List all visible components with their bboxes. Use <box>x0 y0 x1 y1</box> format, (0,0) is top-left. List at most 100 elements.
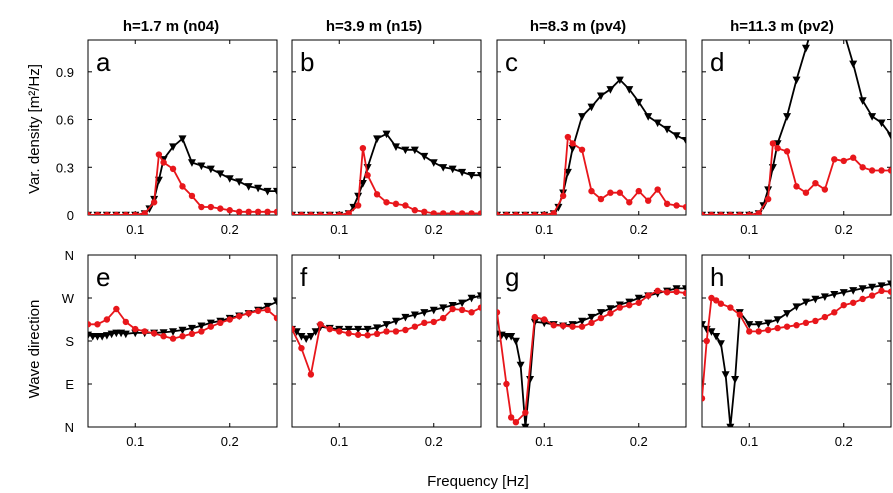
data-point <box>169 143 178 151</box>
data-point <box>616 304 624 311</box>
data-point <box>606 305 615 313</box>
data-point <box>587 103 596 112</box>
data-point <box>345 330 352 337</box>
data-point <box>94 321 101 328</box>
data-point <box>302 335 311 344</box>
panel-letter: d <box>710 47 724 77</box>
data-point <box>682 203 686 211</box>
data-point <box>769 140 777 147</box>
data-point <box>716 340 725 348</box>
data-point <box>634 98 643 107</box>
panel-f: 0.1 0.2 f <box>291 254 482 449</box>
data-point <box>568 144 577 153</box>
data-point <box>877 282 886 290</box>
data-point <box>178 135 187 144</box>
data-point <box>682 290 686 297</box>
data-point <box>94 211 101 215</box>
data-point <box>448 301 457 310</box>
data-point <box>401 313 410 322</box>
data-point <box>783 310 792 318</box>
data-point <box>793 322 800 329</box>
data-point <box>682 137 686 145</box>
data-point <box>746 328 753 335</box>
data-point <box>821 186 829 193</box>
data-point <box>578 323 586 330</box>
data-point <box>645 292 652 299</box>
data-point <box>458 168 467 177</box>
data-point <box>707 328 716 336</box>
data-point <box>458 210 466 215</box>
data-point <box>477 210 481 215</box>
data-point <box>132 211 139 215</box>
y-tick-label: 0 <box>67 208 74 223</box>
data-point <box>801 298 810 307</box>
data-point <box>345 210 352 215</box>
series-line <box>702 141 891 215</box>
data-point <box>840 157 847 165</box>
data-point <box>160 333 167 340</box>
data-point <box>141 328 148 335</box>
data-point <box>122 211 129 215</box>
data-point <box>849 60 858 69</box>
panel-letter: a <box>96 47 111 77</box>
data-point <box>597 314 605 322</box>
axes-frame <box>701 254 892 428</box>
data-point <box>448 165 457 174</box>
data-point <box>721 371 730 379</box>
x-tick-label: 0.2 <box>221 434 239 449</box>
axes-frame <box>291 254 482 428</box>
data-point <box>717 300 725 307</box>
data-point <box>887 288 891 295</box>
data-point <box>449 210 456 215</box>
data-point <box>673 202 680 209</box>
data-point <box>326 211 333 215</box>
data-point <box>236 312 243 320</box>
data-point <box>663 200 671 208</box>
axes-frame <box>87 39 278 216</box>
data-point <box>306 333 315 341</box>
data-point <box>596 309 605 317</box>
data-point <box>169 165 177 173</box>
panel-d: 0.1 0.2 d <box>701 39 892 237</box>
y-tick-label: 0.3 <box>56 160 74 175</box>
x-tick-label: 0.1 <box>126 434 144 449</box>
data-point <box>607 310 614 317</box>
data-point <box>727 211 734 215</box>
data-point <box>411 323 419 330</box>
axes-frame <box>496 39 687 216</box>
data-point <box>273 187 277 196</box>
panel-letter: b <box>300 47 314 77</box>
data-point <box>783 323 791 330</box>
data-point <box>736 311 743 318</box>
data-point <box>812 179 819 187</box>
data-point <box>745 321 754 329</box>
axes-frame <box>496 254 687 428</box>
data-point <box>830 290 839 299</box>
data-point <box>587 313 596 322</box>
data-point <box>663 125 672 134</box>
data-point <box>850 299 857 306</box>
data-point <box>755 328 762 335</box>
data-point <box>236 208 243 215</box>
data-point <box>392 200 400 208</box>
data-point <box>820 293 829 301</box>
data-point <box>297 333 306 341</box>
data-point <box>187 159 196 167</box>
y-tick-label: W <box>62 291 75 306</box>
panel-letter: g <box>505 262 519 292</box>
data-point <box>391 317 400 326</box>
data-point <box>317 211 324 215</box>
data-point <box>307 211 315 215</box>
data-point <box>726 423 735 427</box>
data-point <box>512 419 520 426</box>
series-line <box>497 289 686 424</box>
data-point <box>644 113 653 121</box>
data-point <box>606 86 615 94</box>
data-point <box>392 328 400 335</box>
x-tick-label: 0.1 <box>330 222 348 237</box>
data-point <box>197 322 206 331</box>
data-point <box>764 326 772 334</box>
data-point <box>541 211 548 215</box>
data-point <box>141 210 148 215</box>
panel-letter: c <box>505 47 518 77</box>
